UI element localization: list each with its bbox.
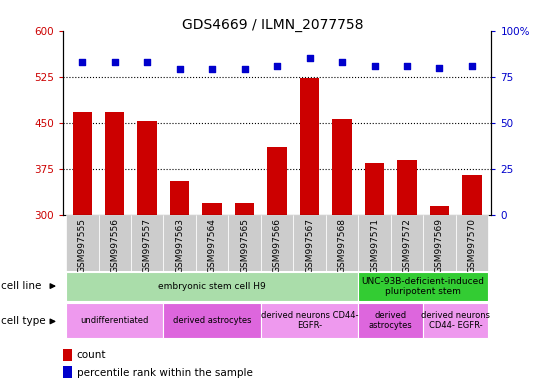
Bar — [66, 215, 98, 271]
Bar — [300, 78, 319, 215]
Bar — [66, 272, 358, 301]
Text: derived neurons
CD44- EGFR-: derived neurons CD44- EGFR- — [421, 311, 490, 330]
Text: GSM997556: GSM997556 — [110, 218, 119, 273]
Text: GSM997567: GSM997567 — [305, 218, 314, 273]
Text: embryonic stem cell H9: embryonic stem cell H9 — [158, 282, 266, 291]
Bar — [365, 164, 384, 215]
Bar — [358, 272, 488, 301]
Bar — [456, 215, 488, 271]
Text: derived neurons CD44-
EGFR-: derived neurons CD44- EGFR- — [261, 311, 358, 330]
Point — [175, 66, 184, 73]
Bar — [423, 303, 488, 338]
Bar — [98, 215, 131, 271]
Text: GSM997570: GSM997570 — [467, 218, 477, 273]
Point — [305, 55, 314, 61]
Bar — [423, 215, 456, 271]
Text: UNC-93B-deficient-induced
pluripotent stem: UNC-93B-deficient-induced pluripotent st… — [361, 277, 485, 296]
Text: GSM997565: GSM997565 — [240, 218, 249, 273]
Bar — [397, 160, 417, 215]
Text: GSM997569: GSM997569 — [435, 218, 444, 273]
Text: undifferentiated: undifferentiated — [81, 316, 149, 325]
Bar — [73, 112, 92, 215]
Text: GSM997568: GSM997568 — [337, 218, 347, 273]
Bar — [235, 204, 254, 215]
Point — [143, 59, 152, 65]
Bar — [228, 215, 261, 271]
Bar — [63, 366, 72, 379]
Bar — [391, 215, 423, 271]
Text: cell type: cell type — [1, 316, 46, 326]
Point — [402, 63, 411, 69]
Text: GSM997566: GSM997566 — [272, 218, 282, 273]
Point — [110, 59, 119, 65]
Text: GSM997563: GSM997563 — [175, 218, 184, 273]
Bar — [138, 121, 157, 215]
Text: GSM997555: GSM997555 — [78, 218, 87, 273]
Bar — [196, 215, 228, 271]
Point — [240, 66, 249, 73]
Bar — [170, 181, 189, 215]
Text: GSM997564: GSM997564 — [207, 218, 217, 273]
Bar — [66, 303, 163, 338]
Text: GSM997571: GSM997571 — [370, 218, 379, 273]
Bar — [358, 215, 391, 271]
Text: GSM997557: GSM997557 — [143, 218, 152, 273]
Text: derived astrocytes: derived astrocytes — [173, 316, 251, 325]
Text: count: count — [76, 350, 106, 360]
Bar — [63, 349, 72, 361]
Point — [467, 63, 476, 69]
Bar — [163, 303, 261, 338]
Point — [435, 65, 444, 71]
Point — [370, 63, 379, 69]
Bar — [326, 215, 358, 271]
Bar — [261, 215, 293, 271]
Bar — [358, 303, 423, 338]
Text: GDS4669 / ILMN_2077758: GDS4669 / ILMN_2077758 — [182, 18, 364, 32]
Bar — [462, 175, 482, 215]
Bar — [268, 147, 287, 215]
Bar — [333, 119, 352, 215]
Text: percentile rank within the sample: percentile rank within the sample — [76, 367, 252, 377]
Bar — [293, 215, 326, 271]
Point — [78, 59, 87, 65]
Text: cell line: cell line — [1, 281, 41, 291]
Point — [208, 66, 217, 73]
Bar — [430, 206, 449, 215]
Text: GSM997572: GSM997572 — [402, 218, 412, 273]
Bar — [261, 303, 358, 338]
Point — [273, 63, 282, 69]
Text: derived
astrocytes: derived astrocytes — [369, 311, 413, 330]
Point — [337, 59, 346, 65]
Bar — [131, 215, 163, 271]
Bar — [203, 203, 222, 215]
Bar — [163, 215, 196, 271]
Bar — [105, 113, 124, 215]
